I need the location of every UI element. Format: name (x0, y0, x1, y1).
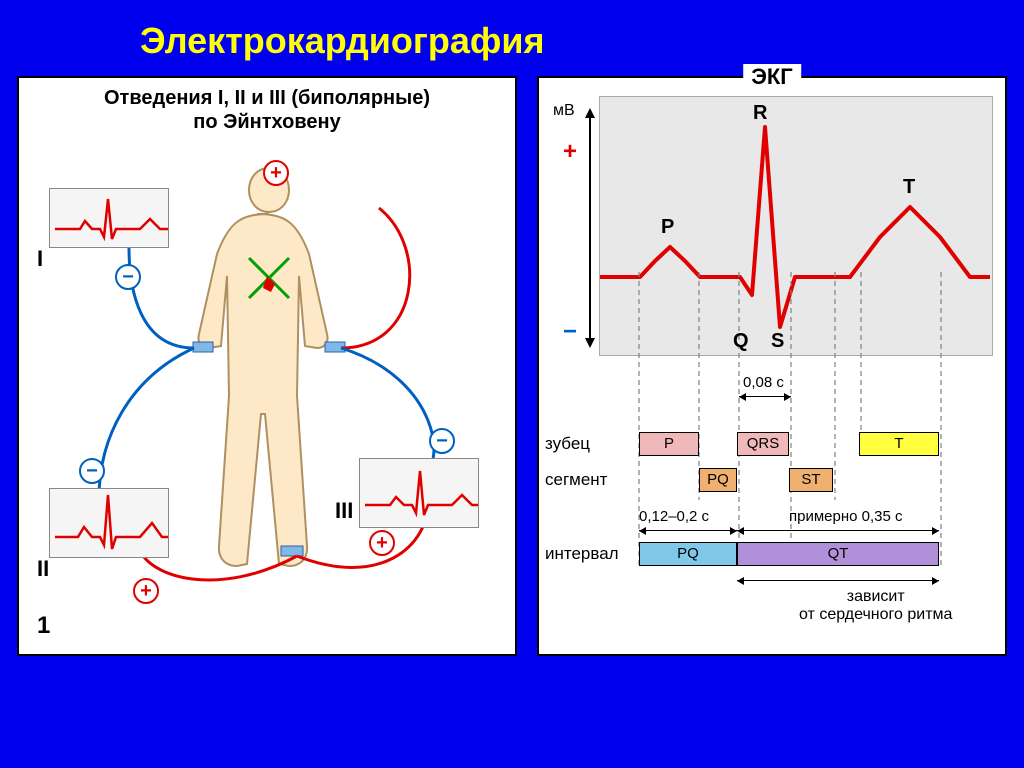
row-label-interval: интервал (545, 544, 619, 564)
segment_row-box-ST: ST (789, 468, 833, 492)
qt-dim (737, 530, 939, 531)
foot-dim (737, 580, 939, 581)
qrs-duration-text: 0,08 с (743, 374, 784, 391)
qrs-dim-line (739, 396, 791, 397)
ecg-panel-title: ЭКГ (743, 64, 801, 90)
segment_row-box-PQ: PQ (699, 468, 737, 492)
lead3-minus-icon: − (429, 428, 455, 454)
page-title: Электрокардиография (0, 0, 1024, 76)
row-label-wave: зубец (545, 434, 590, 454)
footnote: зависит от сердечного ритма (799, 588, 952, 624)
wave-T-label: T (903, 176, 915, 199)
lead2-plus-icon: + (133, 578, 159, 604)
pq-dim (639, 530, 737, 531)
axis-minus-label: − (563, 318, 577, 346)
lead3-trace (359, 458, 479, 528)
axis-plus-label: + (563, 138, 577, 166)
interval_row-box-PQ: PQ (639, 542, 737, 566)
lead1-label: I (37, 246, 43, 272)
lead3-plus-icon: + (369, 530, 395, 556)
wave_row-box-P: P (639, 432, 699, 456)
lead2-label: II (37, 556, 49, 582)
interval_row-box-QT: QT (737, 542, 939, 566)
qt-interval-text: примерно 0,35 с (789, 508, 903, 525)
footnote-line2: от сердечного ритма (799, 606, 952, 623)
lead1-minus-icon: − (115, 264, 141, 290)
lead2-trace (49, 488, 169, 558)
wave_row-box-QRS: QRS (737, 432, 789, 456)
axis-mv-label: мВ (553, 102, 575, 120)
waveform-area (599, 96, 993, 356)
ecg-waveform (600, 97, 998, 355)
lead2-minus-icon: − (79, 458, 105, 484)
wave-Q-label: Q (733, 330, 749, 353)
wave-S-label: S (771, 330, 784, 353)
lead3-label: III (335, 498, 353, 524)
ecg-waveform-panel: ЭКГ мВ + − (537, 76, 1007, 656)
lead1-plus-icon: + (263, 160, 289, 186)
wave-R-label: R (753, 102, 767, 125)
panel-corner-number: 1 (37, 612, 50, 640)
pq-interval-text: 0,12–0,2 с (639, 508, 709, 525)
wave-P-label: P (661, 216, 674, 239)
lead1-trace (49, 188, 169, 248)
wave_row-box-T: T (859, 432, 939, 456)
footnote-line1: зависит (847, 588, 905, 605)
axis-arrow-icon (583, 108, 597, 348)
panel-row: Отведения I, II и III (биполярные) по Эй… (0, 76, 1024, 656)
row-label-segment: сегмент (545, 470, 607, 490)
leads-panel: Отведения I, II и III (биполярные) по Эй… (17, 76, 517, 656)
